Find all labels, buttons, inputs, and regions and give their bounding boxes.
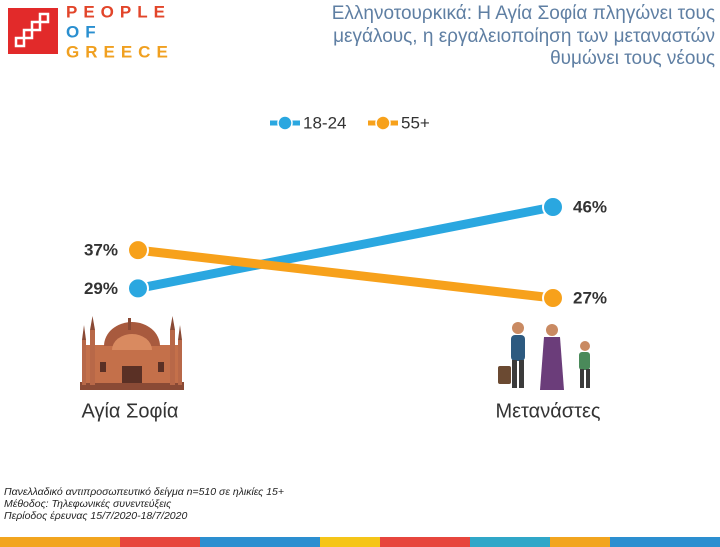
migrants-icon <box>498 322 590 390</box>
mosque-icon <box>80 316 184 390</box>
point <box>127 239 149 262</box>
footnote: Μέθοδος: Τηλεφωνικές συνεντεύξεις <box>4 498 172 510</box>
value-label: 29% <box>84 279 118 298</box>
logo: PEOPLE OF GREECE <box>8 2 174 61</box>
chart-title: θυμώνει τους νέους <box>550 48 715 69</box>
value-label: 27% <box>573 288 607 307</box>
point <box>127 277 149 300</box>
legend-label: 55+ <box>401 113 430 132</box>
series-line <box>137 245 554 303</box>
footnote: Πανελλαδικό αντιπροσωπευτικό δείγμα n=51… <box>4 486 284 498</box>
chart-title: μεγάλους, η εργαλειοποίηση των μεταναστώ… <box>333 26 715 47</box>
chart-title: Ελληνοτουρκικά: Η Αγία Σοφία πληγώνει το… <box>332 3 715 24</box>
logo-text: OF <box>66 22 102 41</box>
category-label: Μετανάστες <box>495 400 600 422</box>
legend-marker <box>375 115 391 131</box>
logo-icon <box>14 12 50 48</box>
value-label: 46% <box>573 197 607 216</box>
legend-label: 18-24 <box>303 113 346 132</box>
logo-text: GREECE <box>66 42 174 61</box>
category-label: Αγία Σοφία <box>81 400 178 422</box>
point <box>542 287 564 309</box>
legend-marker <box>277 115 293 131</box>
logo-text: PEOPLE <box>66 2 171 21</box>
point <box>542 196 564 218</box>
footnote: Περίοδος έρευνας 15/7/2020-18/7/2020 <box>4 510 187 522</box>
value-label: 37% <box>84 241 118 260</box>
color-strip <box>0 537 720 547</box>
series-line <box>137 202 554 293</box>
